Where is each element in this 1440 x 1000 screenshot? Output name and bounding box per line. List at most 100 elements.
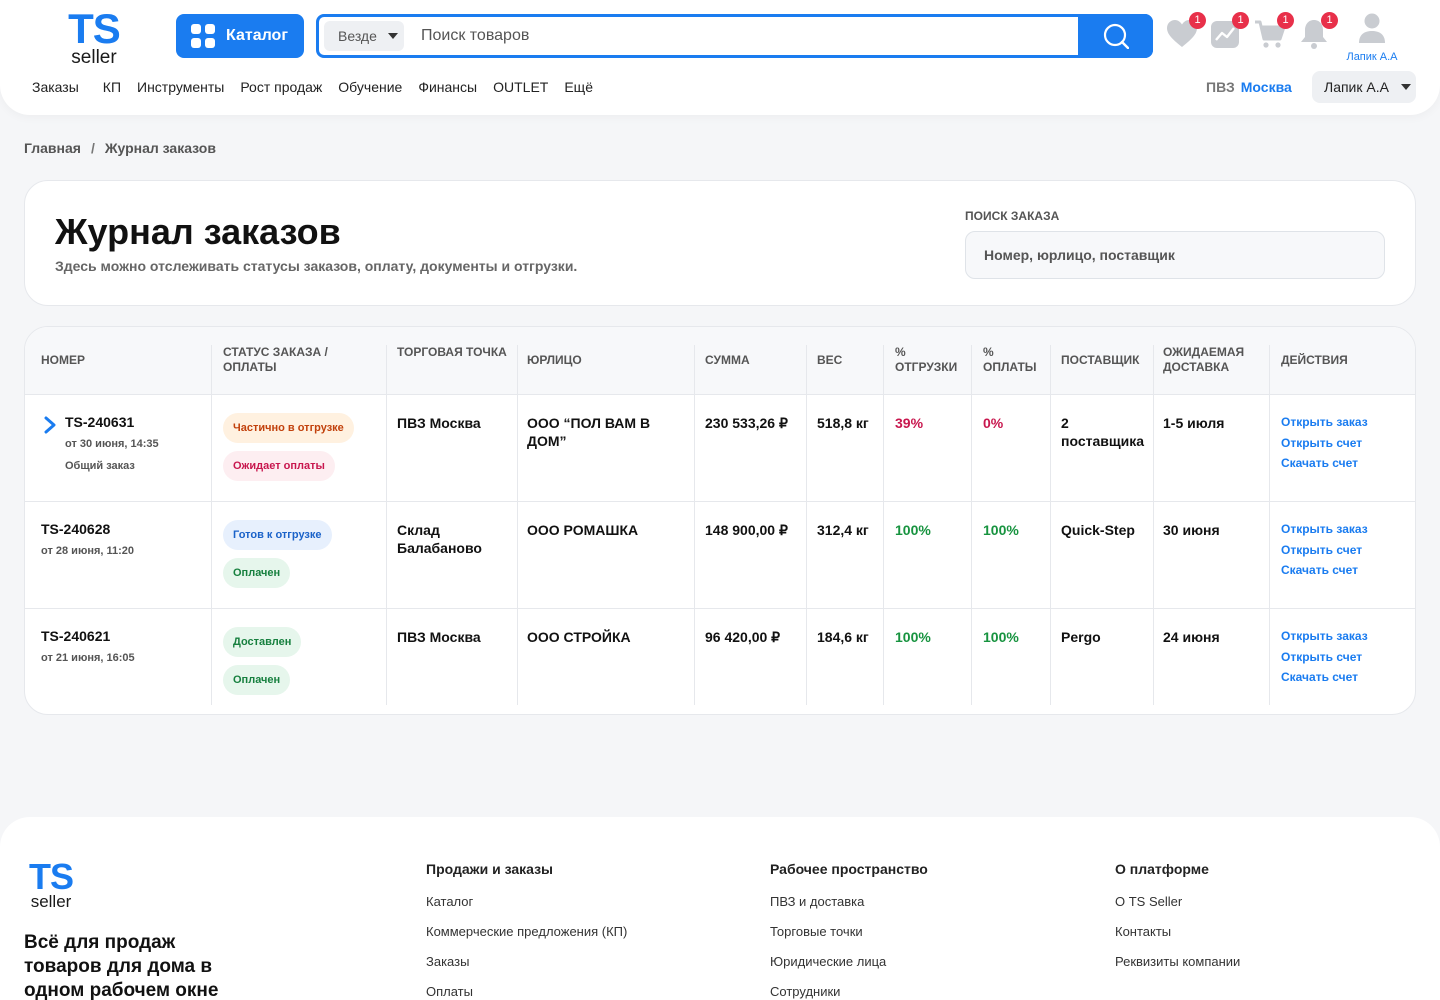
chevron-down-icon: [387, 33, 398, 39]
footer-link-requisites[interactable]: Реквизиты компании: [1115, 954, 1241, 969]
sum-cell: 230 533,26 ₽: [705, 415, 788, 431]
order-status-badge: Частично в отгрузке: [223, 413, 354, 443]
search-input[interactable]: [421, 27, 1061, 45]
entity-cell: ООО “ПОЛ ВАМ В ДОМ”: [527, 415, 651, 449]
catalog-button[interactable]: Каталог: [176, 14, 304, 58]
favorites-badge: 1: [1189, 12, 1206, 29]
search-scope-select[interactable]: Везде: [324, 21, 404, 51]
footer-link-entities[interactable]: Юридические лица: [770, 954, 887, 969]
footer-logo[interactable]: TS seller: [24, 856, 78, 911]
header-delivery: Ожидаемая доставка: [1163, 345, 1245, 374]
chevron-right-icon[interactable]: [43, 415, 57, 435]
order-number[interactable]: TS-240621: [41, 628, 111, 644]
open-invoice-link[interactable]: Открыть счет: [1281, 542, 1363, 557]
open-order-link[interactable]: Открыть заказ: [1281, 415, 1368, 429]
nav-item-finance[interactable]: Финансы: [418, 79, 478, 95]
sum-cell: 96 420,00 ₽: [705, 629, 781, 645]
table-header: Номер Статус заказа / оплаты Торговая то…: [25, 327, 1415, 395]
user-dropdown[interactable]: Лапик А.А: [1312, 71, 1416, 103]
cart-button[interactable]: 1: [1254, 12, 1294, 50]
table-row[interactable]: TS-240628 от 28 июня, 11:20 Готов к отгр…: [25, 502, 1415, 609]
open-invoice-link[interactable]: Открыть счет: [1281, 649, 1363, 664]
footer-link-points[interactable]: Торговые точки: [770, 924, 863, 939]
footer-column-platform: О платформе О TS Seller Контакты Реквизи…: [1115, 861, 1240, 984]
footer-column-title: Рабочее пространство: [770, 861, 928, 877]
footer-link-pvz[interactable]: ПВЗ и доставка: [770, 894, 865, 909]
open-order-link[interactable]: Открыть заказ: [1281, 629, 1368, 643]
point-cell: Склад Балабаново: [397, 522, 482, 556]
column-divider: [1153, 345, 1154, 705]
page-subtitle: Здесь можно отслеживать статусы заказов,…: [55, 258, 578, 274]
analytics-button[interactable]: 1: [1209, 12, 1249, 50]
column-divider: [517, 345, 518, 705]
footer-column-workspace: Рабочее пространство ПВЗ и доставка Торг…: [770, 861, 928, 1000]
delivery-cell: 1-5 июля: [1163, 415, 1225, 431]
footer: TS seller Всё для продаж товаров для дом…: [0, 817, 1440, 1000]
footer-link-catalog[interactable]: Каталог: [426, 894, 474, 909]
table-row[interactable]: TS-240631 от 30 июня, 14:35 Общий заказ …: [25, 395, 1415, 502]
order-number-cell: TS-240631 от 30 июня, 14:35 Общий заказ: [65, 413, 159, 475]
column-divider: [694, 345, 695, 705]
download-invoice-link[interactable]: Скачать счет: [1281, 670, 1358, 684]
open-invoice-link[interactable]: Открыть счет: [1281, 435, 1363, 450]
order-search-input[interactable]: [965, 231, 1385, 279]
search-icon: [1103, 23, 1129, 49]
nav-item-orders[interactable]: Заказы: [32, 79, 79, 95]
nav-item-tools[interactable]: Инструменты: [137, 79, 225, 95]
footer-link-kp[interactable]: Коммерческие предложения (КП): [426, 924, 628, 939]
bell-icon: [1301, 20, 1327, 49]
nav-item-learning[interactable]: Обучение: [338, 79, 403, 95]
delivery-cell: 24 июня: [1163, 629, 1220, 645]
column-divider: [1269, 345, 1270, 705]
point-cell: ПВЗ Москва: [397, 415, 481, 431]
footer-link-orders[interactable]: Заказы: [426, 954, 470, 969]
header-actions: Действия: [1281, 353, 1348, 367]
notifications-button[interactable]: 1: [1298, 12, 1338, 50]
open-order-link[interactable]: Открыть заказ: [1281, 522, 1368, 536]
footer-column-title: Продажи и заказы: [426, 861, 554, 877]
nav-item-kp[interactable]: КП: [102, 79, 122, 95]
grid-icon: [191, 24, 215, 48]
weight-cell: 312,4 кг: [817, 522, 869, 538]
notifications-badge: 1: [1321, 12, 1338, 29]
table-row[interactable]: TS-240621 от 21 июня, 16:05 Доставлен Оп…: [25, 609, 1415, 714]
pvz-label: ПВЗ: [1206, 79, 1235, 95]
nav-item-more[interactable]: Ещё: [564, 79, 593, 95]
profile-button[interactable]: Лапик А.А: [1344, 12, 1400, 63]
ship-pct-cell: 39%: [895, 415, 924, 431]
footer-link-contacts[interactable]: Контакты: [1115, 924, 1172, 939]
nav-item-growth[interactable]: Рост продаж: [240, 79, 323, 95]
header-weight: Вес: [817, 353, 843, 367]
logo[interactable]: TS seller: [64, 8, 124, 68]
order-number[interactable]: TS-240631: [65, 414, 135, 430]
download-invoice-link[interactable]: Скачать счет: [1281, 456, 1358, 470]
pay-pct-cell: 100%: [983, 522, 1019, 538]
search-button[interactable]: [1078, 14, 1153, 58]
logo-seller: seller: [71, 47, 117, 68]
footer-column-sales: Продажи и заказы Каталог Коммерческие пр…: [426, 861, 627, 1000]
header-supplier: Поставщик: [1061, 353, 1140, 367]
payment-status-badge: Ожидает оплаты: [223, 451, 335, 481]
footer-link-about[interactable]: О TS Seller: [1115, 894, 1183, 909]
actions-cell: Открыть заказ Открыть счет Скачать счет: [1281, 626, 1368, 688]
order-number-cell: TS-240621 от 21 июня, 16:05: [41, 627, 135, 667]
footer-tagline: Всё для продаж товаров для дома в одном …: [24, 932, 219, 1000]
download-invoice-link[interactable]: Скачать счет: [1281, 563, 1358, 577]
pay-pct-cell: 0%: [983, 415, 1004, 431]
page-title: Журнал заказов: [55, 211, 341, 252]
nav-item-outlet[interactable]: OUTLET: [493, 79, 549, 95]
entity-cell: ООО СТРОЙКА: [527, 629, 631, 645]
order-status-badge: Готов к отгрузке: [223, 520, 332, 550]
order-number[interactable]: TS-240628: [41, 521, 111, 537]
breadcrumb-home[interactable]: Главная: [24, 140, 81, 156]
favorites-button[interactable]: 1: [1166, 12, 1206, 50]
footer-logo-ts: TS: [28, 856, 74, 897]
pvz-selector[interactable]: ПВЗ Москва: [1206, 79, 1292, 95]
footer-link-staff[interactable]: Сотрудники: [770, 984, 841, 999]
actions-cell: Открыть заказ Открыть счет Скачать счет: [1281, 412, 1368, 474]
header-entity: Юрлицо: [527, 353, 582, 367]
footer-logo-seller: seller: [30, 892, 72, 911]
heart-icon: [1167, 20, 1197, 47]
footer-link-payments[interactable]: Оплаты: [426, 984, 473, 999]
header-status: Статус заказа / оплаты: [223, 345, 328, 374]
